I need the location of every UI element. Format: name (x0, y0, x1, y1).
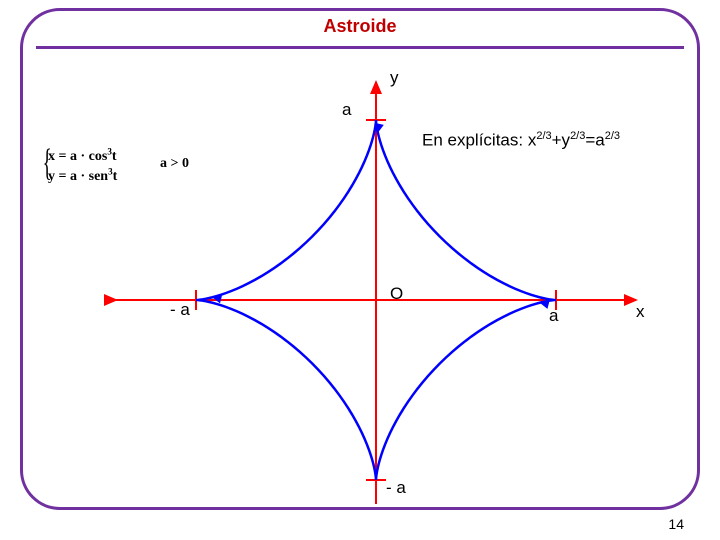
bottom-tick-label: - a (386, 478, 406, 498)
page-number: 14 (668, 516, 684, 532)
origin-label: O (390, 284, 403, 304)
slide-frame (20, 8, 700, 510)
condition-label: a > 0 (160, 156, 189, 172)
right-tick-label: a (549, 306, 558, 326)
left-tick-label: - a (170, 300, 190, 320)
title-underline (36, 46, 684, 49)
x-axis-label: x (636, 302, 645, 322)
brace-icon: { (43, 141, 52, 185)
top-tick-label: a (342, 100, 351, 120)
parametric-equations: { x = a · cos3t y = a · sen3t (48, 144, 117, 187)
slide-title: Astroide (0, 16, 720, 37)
explicit-equation: En explícitas: x2/3+y2/3=a2/3 (422, 130, 620, 151)
y-axis-label: y (390, 68, 399, 88)
